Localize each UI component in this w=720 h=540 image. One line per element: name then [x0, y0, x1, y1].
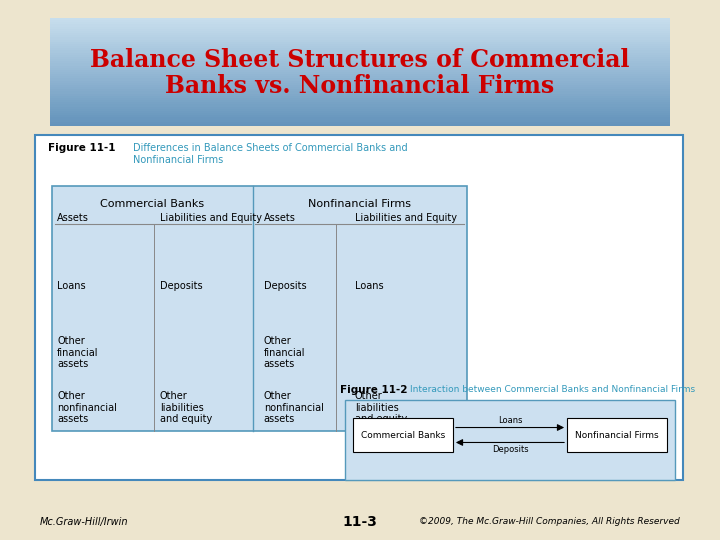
- Text: Differences in Balance Sheets of Commercial Banks and: Differences in Balance Sheets of Commerc…: [133, 143, 408, 153]
- Bar: [50, 65, 670, 68]
- Text: Loans: Loans: [57, 281, 86, 291]
- Bar: [50, 93, 670, 96]
- Text: Other
liabilities
and equity: Other liabilities and equity: [355, 391, 408, 424]
- Text: Other
financial
assets: Other financial assets: [264, 336, 305, 369]
- Bar: [50, 111, 670, 113]
- Bar: [52, 186, 467, 431]
- Text: Assets: Assets: [264, 213, 295, 223]
- Text: 11-3: 11-3: [343, 515, 377, 529]
- Bar: [50, 42, 670, 44]
- Bar: [50, 29, 670, 31]
- Bar: [50, 74, 670, 76]
- Bar: [50, 85, 670, 87]
- Bar: [50, 100, 670, 102]
- Bar: [35, 135, 683, 480]
- Bar: [567, 418, 667, 452]
- Bar: [50, 33, 670, 35]
- Text: Banks vs. Nonfinancial Firms: Banks vs. Nonfinancial Firms: [166, 74, 554, 98]
- Text: Figure 11-1: Figure 11-1: [48, 143, 115, 153]
- Bar: [50, 35, 670, 37]
- Bar: [50, 39, 670, 42]
- Text: Other
liabilities
and equity: Other liabilities and equity: [160, 391, 212, 424]
- Text: Commercial Banks: Commercial Banks: [99, 199, 204, 209]
- Bar: [50, 46, 670, 48]
- Bar: [50, 52, 670, 55]
- Text: Deposits: Deposits: [160, 281, 202, 291]
- Bar: [50, 83, 670, 85]
- Text: Interaction between Commercial Banks and Nonfinancial Firms: Interaction between Commercial Banks and…: [410, 386, 695, 395]
- Bar: [50, 115, 670, 117]
- Text: Liabilities and Equity: Liabilities and Equity: [160, 213, 262, 223]
- Bar: [50, 72, 670, 74]
- Text: Deposits: Deposits: [492, 446, 528, 455]
- Bar: [50, 89, 670, 91]
- Text: Deposits: Deposits: [264, 281, 306, 291]
- Bar: [50, 106, 670, 109]
- Bar: [50, 96, 670, 98]
- Text: Nonfinancial Firms: Nonfinancial Firms: [575, 430, 659, 440]
- Bar: [50, 78, 670, 80]
- Bar: [50, 31, 670, 33]
- Bar: [50, 50, 670, 52]
- Text: Loans: Loans: [498, 415, 522, 424]
- Bar: [50, 59, 670, 61]
- Bar: [50, 57, 670, 59]
- Bar: [50, 18, 670, 20]
- Bar: [50, 61, 670, 63]
- Bar: [50, 91, 670, 93]
- Bar: [50, 44, 670, 46]
- Text: Balance Sheet Structures of Commercial: Balance Sheet Structures of Commercial: [90, 48, 630, 72]
- Bar: [50, 117, 670, 119]
- Text: Liabilities and Equity: Liabilities and Equity: [355, 213, 457, 223]
- Bar: [50, 68, 670, 70]
- Bar: [50, 70, 670, 72]
- Bar: [50, 63, 670, 65]
- Bar: [50, 26, 670, 29]
- Bar: [50, 119, 670, 122]
- Bar: [50, 113, 670, 115]
- Bar: [50, 37, 670, 39]
- Text: Loans: Loans: [355, 281, 384, 291]
- Bar: [50, 20, 670, 22]
- Text: Figure 11-2: Figure 11-2: [340, 385, 408, 395]
- Text: Other
nonfinancial
assets: Other nonfinancial assets: [57, 391, 117, 424]
- Bar: [345, 400, 675, 480]
- Bar: [50, 24, 670, 26]
- Bar: [50, 76, 670, 78]
- Text: Nonfinancial Firms: Nonfinancial Firms: [133, 155, 223, 165]
- Text: Other
nonfinancial
assets: Other nonfinancial assets: [264, 391, 323, 424]
- Bar: [50, 122, 670, 124]
- Bar: [50, 109, 670, 111]
- Bar: [50, 124, 670, 126]
- Bar: [50, 22, 670, 24]
- Bar: [50, 55, 670, 57]
- Text: Nonfinancial Firms: Nonfinancial Firms: [307, 199, 410, 209]
- Bar: [50, 102, 670, 104]
- Bar: [50, 98, 670, 100]
- Text: Assets: Assets: [57, 213, 89, 223]
- Bar: [353, 418, 453, 452]
- Bar: [50, 87, 670, 89]
- Text: ©2009, The Mc.Graw-Hill Companies, All Rights Reserved: ©2009, The Mc.Graw-Hill Companies, All R…: [419, 517, 680, 526]
- Text: Commercial Banks: Commercial Banks: [361, 430, 445, 440]
- Text: Other
financial
assets: Other financial assets: [57, 336, 99, 369]
- Bar: [50, 104, 670, 106]
- Text: Mc.Graw-Hill/Irwin: Mc.Graw-Hill/Irwin: [40, 517, 128, 527]
- Bar: [50, 48, 670, 50]
- Bar: [50, 80, 670, 83]
